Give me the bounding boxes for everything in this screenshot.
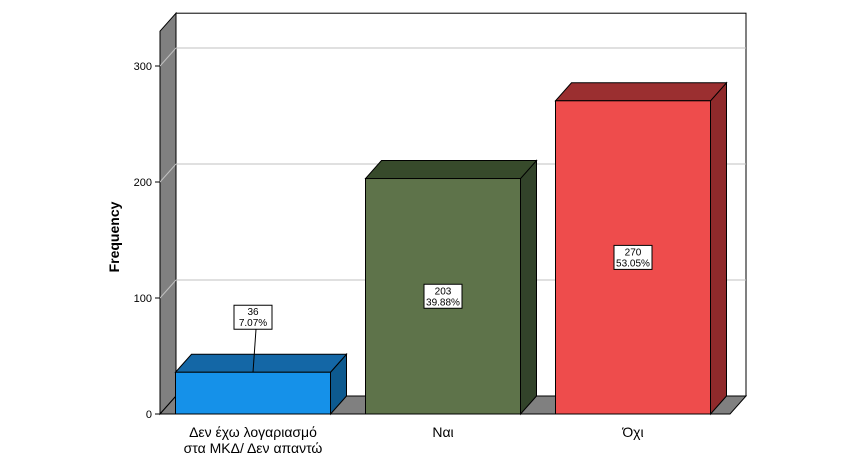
y-axis-label: Frequency <box>106 201 122 272</box>
y-axis: 0 100 200 300 <box>134 61 160 421</box>
leader-line <box>252 329 257 373</box>
bar-top <box>554 82 728 102</box>
bar-top <box>364 160 538 180</box>
x-tick-label: Ναι <box>432 424 453 440</box>
data-label-count: 270 <box>625 247 642 258</box>
data-label-box <box>423 283 463 309</box>
y-tick-label: 300 <box>134 61 152 73</box>
data-label-count: 36 <box>247 307 259 318</box>
data-label-count: 203 <box>435 286 452 297</box>
y-tick-label: 100 <box>134 293 152 305</box>
data-label-percent: 7.07% <box>239 318 267 329</box>
x-tick-label: στα ΜΚΔ/ Δεν απαντώ <box>184 440 323 456</box>
gridline-side <box>159 47 177 67</box>
data-label-box <box>233 304 273 330</box>
data-label-box <box>613 244 653 270</box>
bars <box>174 81 728 416</box>
gridline-side <box>159 279 177 299</box>
data-label-percent: 39.88% <box>426 297 460 308</box>
y-tick-label: 0 <box>146 409 152 421</box>
bar-top <box>174 353 348 373</box>
x-tick-label: Όχι <box>621 424 643 440</box>
gridline-side <box>159 163 177 183</box>
bar-side <box>520 159 537 416</box>
left-wall <box>159 11 177 416</box>
bar <box>175 371 331 415</box>
x-tick-label: Δεν έχω λογαριασμό <box>189 424 317 440</box>
data-label-percent: 53.05% <box>616 258 650 269</box>
bar-side <box>710 81 727 416</box>
y-tick-label: 200 <box>134 177 152 189</box>
